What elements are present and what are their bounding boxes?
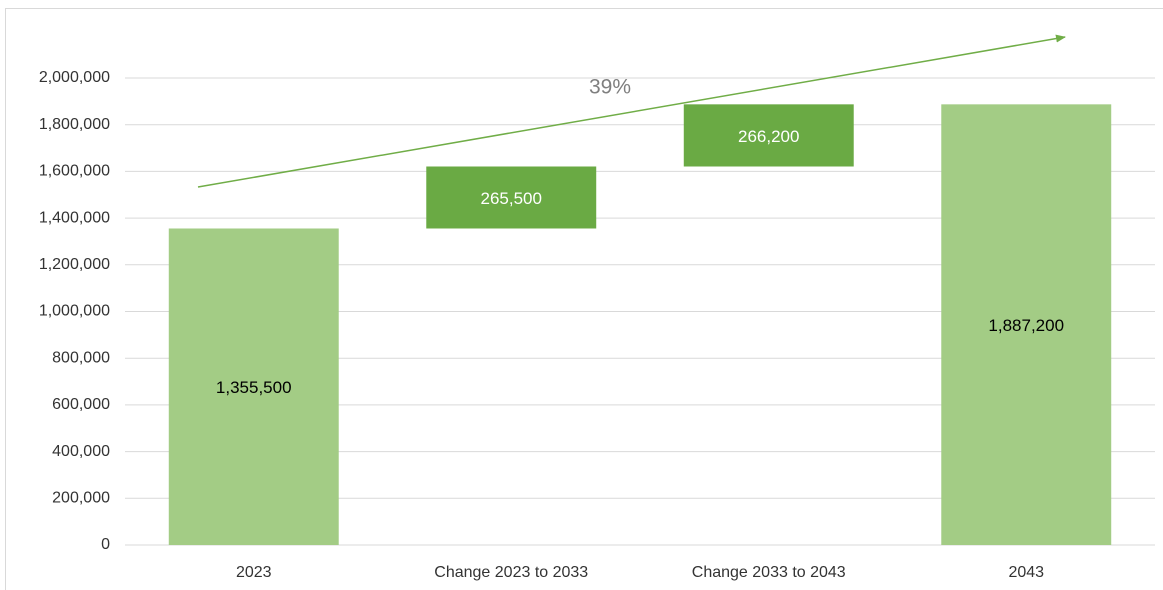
y-tick-label: 1,800,000 <box>39 116 110 133</box>
y-tick-label: 800,000 <box>52 349 110 366</box>
trend-arrow <box>197 34 1066 188</box>
y-tick-label: 1,400,000 <box>39 209 110 226</box>
bar <box>168 228 339 545</box>
x-tick-label: 2023 <box>236 564 272 581</box>
marks <box>168 104 1112 545</box>
bar <box>683 104 854 167</box>
y-tick-label: 600,000 <box>52 396 110 413</box>
y-tick-label: 1,600,000 <box>39 163 110 180</box>
y-tick-label: 1,200,000 <box>39 256 110 273</box>
x-tick-label: 2043 <box>1008 564 1044 581</box>
bar <box>426 166 597 229</box>
x-tick-label: Change 2033 to 2043 <box>692 564 846 581</box>
x-tick-label: Change 2023 to 2033 <box>434 564 588 581</box>
data-label: 265,500 <box>481 189 542 208</box>
y-tick-label: 2,000,000 <box>39 69 110 86</box>
y-tick-label: 0 <box>101 536 110 553</box>
data-label: 1,355,500 <box>216 378 292 397</box>
data-label: 266,200 <box>738 127 799 146</box>
bar <box>941 104 1112 545</box>
y-tick-label: 1,000,000 <box>39 303 110 320</box>
y-tick-label: 400,000 <box>52 443 110 460</box>
frame <box>5 8 1163 590</box>
data-label: 1,887,200 <box>988 316 1064 335</box>
annotation: 39% <box>589 76 631 99</box>
y-tick-label: 200,000 <box>52 490 110 507</box>
